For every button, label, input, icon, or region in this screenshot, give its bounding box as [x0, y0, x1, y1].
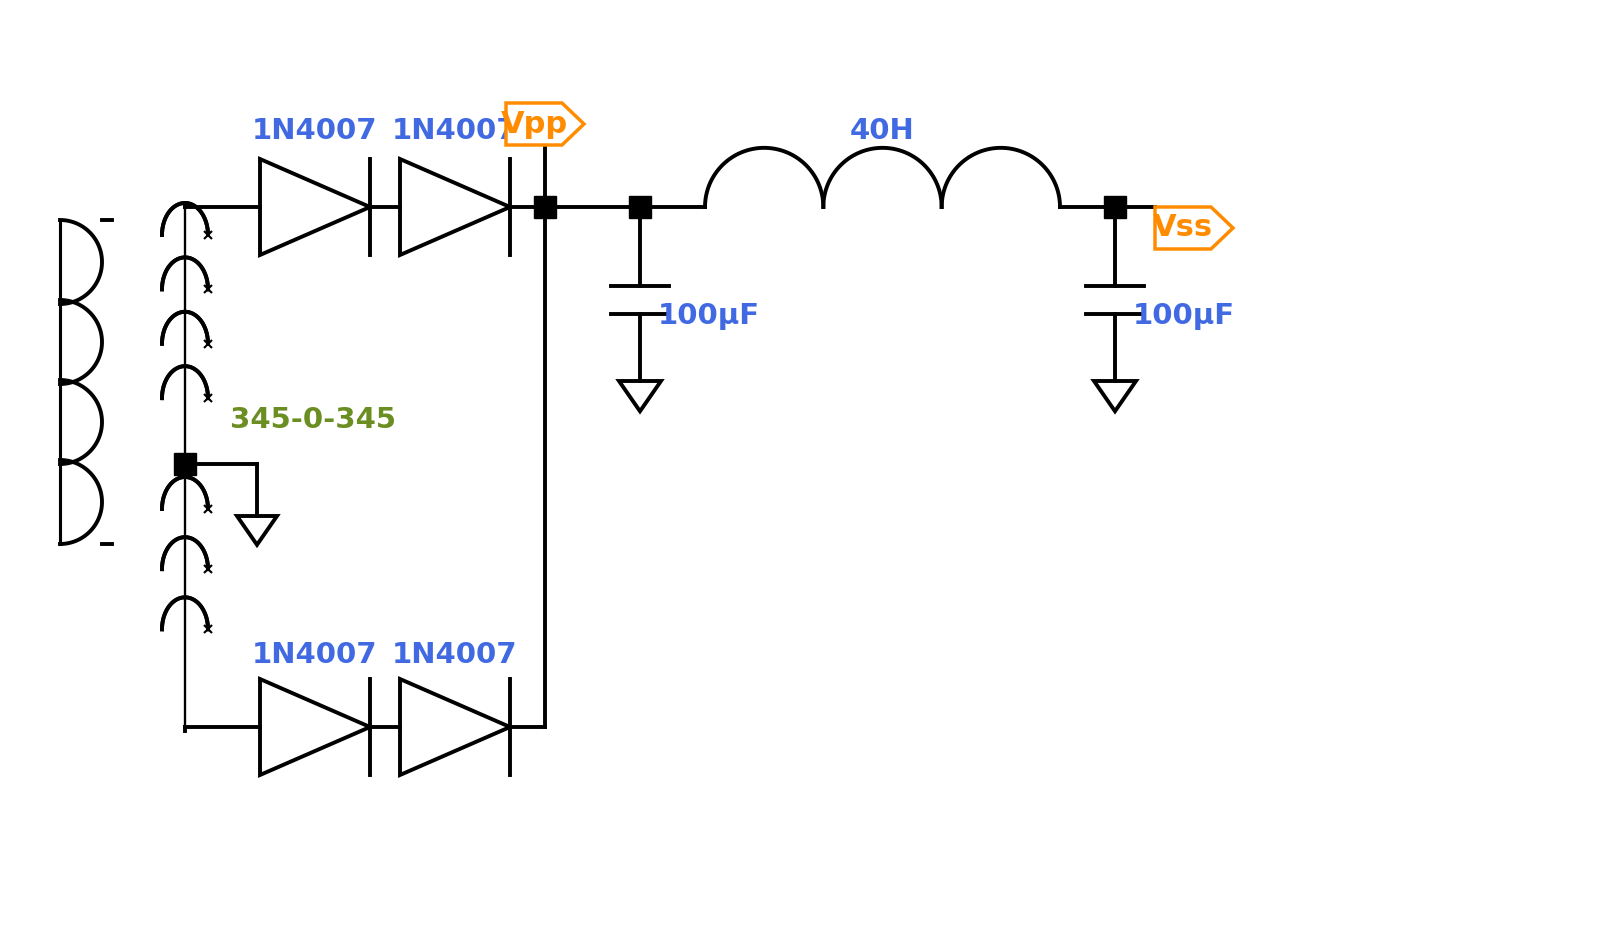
Text: 1N4007: 1N4007: [253, 117, 377, 145]
Text: 1N4007: 1N4007: [253, 641, 377, 669]
Text: 40H: 40H: [851, 117, 915, 145]
Bar: [534, 196, 556, 218]
Bar: [1103, 196, 1126, 218]
Text: 1N4007: 1N4007: [392, 641, 518, 669]
Text: 100μF: 100μF: [659, 301, 760, 329]
Bar: [628, 196, 651, 218]
Text: Vpp: Vpp: [500, 109, 568, 138]
Bar: [174, 453, 197, 475]
Polygon shape: [505, 103, 584, 145]
Text: 345-0-345: 345-0-345: [230, 406, 397, 434]
Text: Vss: Vss: [1153, 213, 1214, 243]
Text: 1N4007: 1N4007: [392, 117, 518, 145]
Polygon shape: [1154, 207, 1233, 249]
Text: 100μF: 100μF: [1134, 301, 1234, 329]
